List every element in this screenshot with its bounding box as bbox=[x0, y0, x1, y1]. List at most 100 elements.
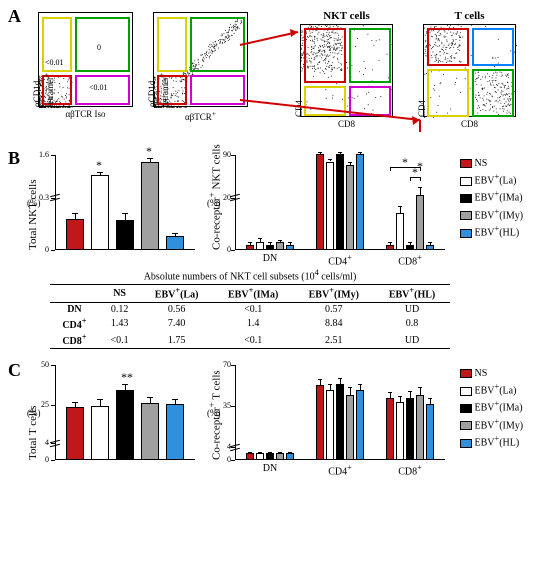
table-cell: CD4+ bbox=[50, 316, 99, 332]
bar bbox=[166, 236, 184, 250]
bar bbox=[346, 165, 354, 250]
gate bbox=[349, 86, 391, 116]
bar bbox=[356, 390, 364, 460]
bar bbox=[346, 395, 354, 460]
bar bbox=[91, 175, 109, 250]
sig-star: * bbox=[96, 158, 102, 173]
plot-title: NKT cells bbox=[300, 10, 393, 22]
table-cell: 1.4 bbox=[213, 316, 294, 332]
bar bbox=[406, 398, 414, 460]
bar bbox=[406, 245, 414, 250]
panel-a-label: A bbox=[8, 6, 21, 27]
gate-label: <0.01 bbox=[89, 83, 108, 92]
ylabel: Total NKT cells bbox=[27, 179, 39, 250]
legend-item: EBV+(HL) bbox=[460, 434, 523, 448]
xlabel: CD8 bbox=[423, 119, 516, 129]
table-cell: <0.1 bbox=[213, 332, 294, 349]
bar bbox=[286, 245, 294, 250]
bar bbox=[316, 154, 324, 250]
table-cell: UD bbox=[374, 302, 450, 316]
sig-star: ** bbox=[121, 370, 133, 385]
bar bbox=[246, 453, 254, 460]
bar bbox=[276, 453, 284, 460]
legend-item: EBV+(La) bbox=[460, 172, 523, 186]
group-label: DN bbox=[235, 463, 305, 474]
bar bbox=[396, 213, 404, 250]
table-cell: 2.51 bbox=[293, 332, 374, 349]
table-title: Absolute numbers of NKT cell subsets (10… bbox=[50, 268, 450, 285]
bar bbox=[426, 245, 434, 250]
bar bbox=[116, 220, 134, 250]
bar bbox=[266, 245, 274, 250]
bar bbox=[166, 404, 184, 460]
ylabel: αCD1d tetramer+ bbox=[32, 73, 55, 107]
gate bbox=[304, 86, 346, 116]
group-label: CD4+ bbox=[305, 463, 375, 477]
gate bbox=[349, 28, 391, 83]
xlabel: αβTCR Iso bbox=[38, 109, 133, 119]
bar bbox=[386, 245, 394, 250]
table-cell: <0.1 bbox=[99, 332, 141, 349]
table-cell: 0.56 bbox=[140, 302, 213, 316]
flow-plot-2 bbox=[300, 24, 393, 117]
xlabel: αβTCR+ bbox=[153, 109, 248, 122]
gate bbox=[427, 28, 469, 66]
ylabel: αCD1d tetramer+ bbox=[147, 73, 170, 107]
gate bbox=[190, 75, 245, 105]
xlabel: CD8 bbox=[300, 119, 393, 129]
gate bbox=[427, 69, 469, 117]
table-cell: CD8+ bbox=[50, 332, 99, 349]
legend-item: EBV+(La) bbox=[460, 382, 523, 396]
panel-b-label: B bbox=[8, 148, 20, 169]
table-header bbox=[50, 285, 99, 302]
group-label: DN bbox=[235, 253, 305, 264]
bar bbox=[266, 453, 274, 460]
bar bbox=[336, 384, 344, 460]
table-cell: 1.75 bbox=[140, 332, 213, 349]
bar bbox=[141, 162, 159, 250]
table-cell: <0.1 bbox=[213, 302, 294, 316]
bar bbox=[316, 385, 324, 460]
bar bbox=[286, 453, 294, 460]
legend-item: NS bbox=[460, 158, 523, 169]
table-header: NS bbox=[99, 285, 141, 302]
group-label: CD4+ bbox=[305, 253, 375, 267]
table-header: EBV+(IMa) bbox=[213, 285, 294, 302]
group-label: CD8+ bbox=[375, 253, 445, 267]
ylabel: CD4 bbox=[417, 100, 427, 117]
bar bbox=[256, 453, 264, 460]
gate bbox=[75, 17, 130, 72]
bar bbox=[256, 242, 264, 250]
bar bbox=[326, 162, 334, 250]
bar bbox=[66, 219, 84, 250]
table-cell: 1.43 bbox=[99, 316, 141, 332]
legend-item: EBV+(IMy) bbox=[460, 417, 523, 431]
bar bbox=[416, 195, 424, 250]
gate bbox=[157, 17, 187, 72]
table-cell: 7.40 bbox=[140, 316, 213, 332]
bar bbox=[91, 406, 109, 460]
bar bbox=[416, 395, 424, 460]
gate bbox=[304, 28, 346, 83]
table-cell: 0.12 bbox=[99, 302, 141, 316]
legend-item: EBV+(HL) bbox=[460, 224, 523, 238]
bar bbox=[356, 154, 364, 250]
sig-star: * bbox=[146, 144, 152, 159]
legend-item: EBV+(IMa) bbox=[460, 399, 523, 413]
gate bbox=[472, 69, 514, 117]
legend-item: EBV+(IMa) bbox=[460, 189, 523, 203]
plot-title: T cells bbox=[423, 10, 516, 22]
gate-label: 0 bbox=[97, 43, 101, 52]
panel-c-label: C bbox=[8, 360, 21, 381]
bar bbox=[426, 404, 434, 460]
table-cell: 0.8 bbox=[374, 316, 450, 332]
bar bbox=[386, 398, 394, 460]
bar bbox=[66, 407, 84, 460]
table-cell: UD bbox=[374, 332, 450, 349]
legend-item: NS bbox=[460, 368, 523, 379]
bar bbox=[326, 390, 334, 460]
gate-label: <0.01 bbox=[45, 58, 64, 67]
bar bbox=[396, 402, 404, 460]
flow-plot-3 bbox=[423, 24, 516, 117]
table-cell: 0.57 bbox=[293, 302, 374, 316]
